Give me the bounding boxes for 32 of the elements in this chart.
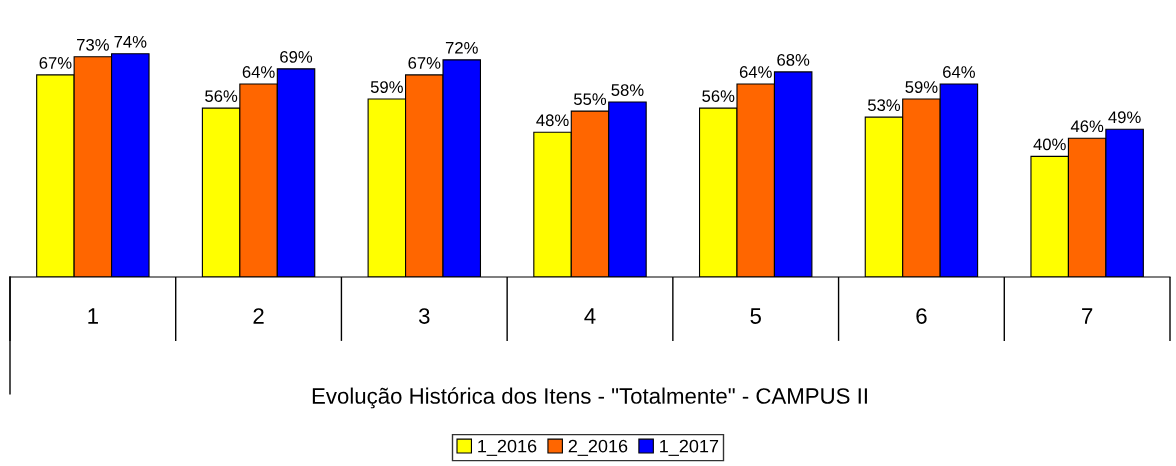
x-tick-label: 6 bbox=[916, 308, 927, 324]
data-label: 49% bbox=[1108, 111, 1141, 124]
x-tick-label: 4 bbox=[584, 308, 596, 324]
data-label: 53% bbox=[867, 99, 901, 112]
data-label: 59% bbox=[370, 81, 403, 93]
data-label: 48% bbox=[536, 114, 569, 127]
x-tick-label: 1 bbox=[88, 308, 98, 324]
data-label: 56% bbox=[205, 90, 238, 103]
legend-label: 2_2016 bbox=[568, 439, 628, 456]
x-tick-label: 7 bbox=[1082, 308, 1093, 324]
legend-label: 1_2017 bbox=[660, 439, 719, 456]
x-tick-label: 3 bbox=[418, 308, 430, 324]
x-axis-title: Evolução Histórica dos Itens - "Totalmente" - CAMPUS II bbox=[312, 387, 867, 409]
data-label: 74% bbox=[114, 35, 147, 48]
data-label: 40% bbox=[1033, 138, 1066, 151]
data-label: 69% bbox=[280, 51, 313, 63]
data-label: 68% bbox=[777, 54, 810, 66]
x-tick-label: 2 bbox=[253, 308, 264, 324]
data-label: 59% bbox=[905, 81, 938, 93]
data-label: 58% bbox=[611, 84, 644, 96]
data-label: 67% bbox=[408, 57, 441, 69]
data-label: 64% bbox=[242, 66, 275, 78]
data-label: 64% bbox=[739, 66, 772, 78]
data-label: 64% bbox=[943, 66, 975, 78]
x-tick-label: 5 bbox=[750, 308, 761, 324]
data-label: 46% bbox=[1070, 120, 1104, 133]
data-label: 72% bbox=[445, 41, 478, 54]
legend-label: 1_2016 bbox=[478, 439, 537, 456]
data-label: 67% bbox=[39, 57, 72, 69]
data-label: 56% bbox=[702, 90, 735, 103]
data-label: 55% bbox=[573, 93, 607, 106]
data-label: 73% bbox=[77, 38, 109, 51]
